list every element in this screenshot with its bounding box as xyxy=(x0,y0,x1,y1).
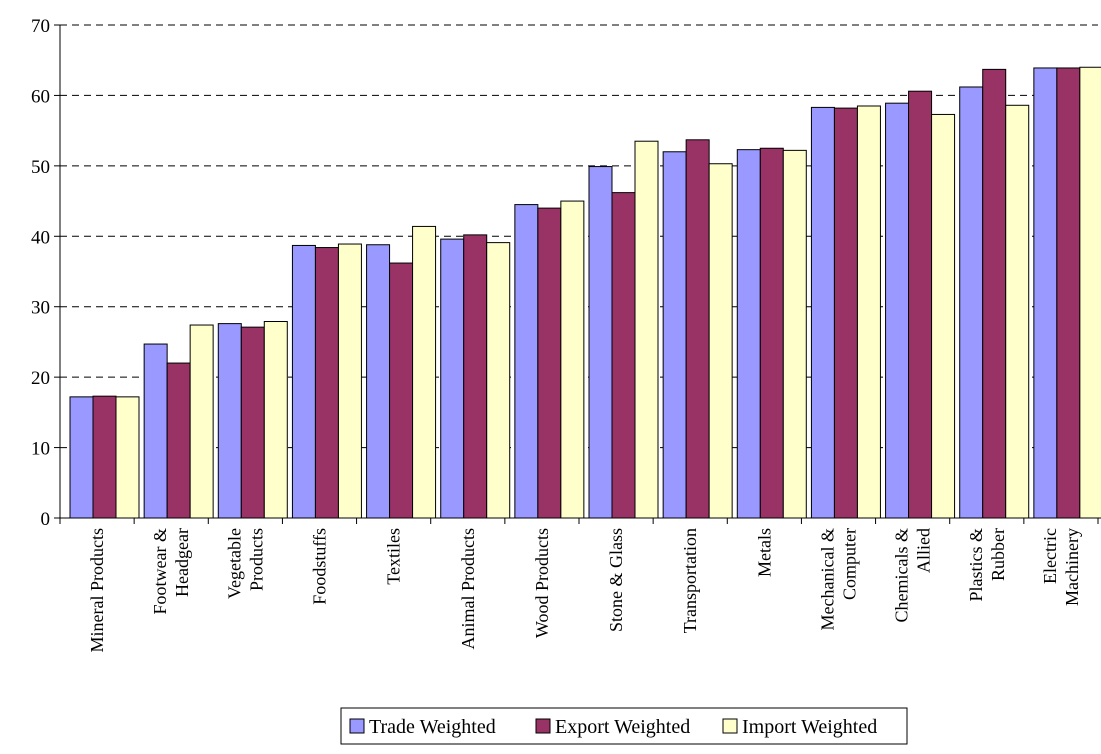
y-tick-label: 50 xyxy=(31,157,50,178)
x-category-label: Stone & Glass xyxy=(606,528,626,632)
x-category-label: Textiles xyxy=(384,528,404,585)
x-category-label-line: Allied xyxy=(914,528,934,573)
bar xyxy=(440,238,465,519)
bar xyxy=(685,139,710,519)
y-tick-label: 20 xyxy=(31,368,50,389)
bar xyxy=(537,207,562,519)
legend-box xyxy=(340,707,908,745)
y-tick-label: 30 xyxy=(31,298,50,319)
bar xyxy=(189,324,214,519)
x-category-label-line: Textiles xyxy=(384,528,404,585)
y-tick-label: 60 xyxy=(31,86,50,107)
x-category-label: Wood Products xyxy=(532,528,552,638)
bar xyxy=(634,140,659,519)
x-category-label: Animal Products xyxy=(458,528,478,650)
bar xyxy=(314,247,339,519)
legend-label: Export Weighted xyxy=(555,716,690,738)
legend-swatch xyxy=(535,718,551,734)
bar xyxy=(611,192,636,519)
bar xyxy=(1056,67,1081,519)
bar xyxy=(1079,66,1101,519)
legend-swatch xyxy=(349,718,365,734)
bar xyxy=(69,396,94,519)
x-category-label-line: Vegetable xyxy=(224,528,244,599)
bar xyxy=(1033,67,1058,519)
x-category-label-line: Mineral Products xyxy=(87,528,107,652)
bar xyxy=(908,90,933,519)
bar xyxy=(810,106,835,519)
x-category-label: Vegetable Products xyxy=(224,528,266,599)
bar xyxy=(486,242,511,519)
bar xyxy=(263,321,288,519)
bar xyxy=(463,234,488,519)
bar xyxy=(389,262,414,519)
bar xyxy=(291,244,316,519)
x-category-label-line: Electric xyxy=(1040,528,1060,584)
bar xyxy=(959,86,984,519)
y-tick-labels: 0 10 20 30 40 50 60 70 xyxy=(31,16,50,530)
bar xyxy=(856,105,881,519)
bar xyxy=(833,107,858,519)
x-category-label: Chemicals & Allied xyxy=(892,528,934,622)
bar xyxy=(337,243,362,519)
x-category-label-line: Chemicals & xyxy=(892,528,912,622)
x-category-label-line: Animal Products xyxy=(458,528,478,650)
bar xyxy=(662,151,687,519)
x-category-label-line: Footwear & xyxy=(150,528,170,614)
axes xyxy=(54,24,1099,524)
y-tick-label: 40 xyxy=(31,227,50,248)
x-category-label-line: Wood Products xyxy=(532,528,552,638)
bar xyxy=(240,326,265,519)
y-tick-label: 70 xyxy=(31,16,50,37)
legend-swatch xyxy=(722,718,738,734)
y-tick-label: 0 xyxy=(41,509,51,530)
bar xyxy=(759,147,784,519)
x-category-labels: Mineral Products Footwear & Headgear Vegeta… xyxy=(87,528,1082,652)
x-category-label: Metals xyxy=(754,528,774,577)
bar xyxy=(782,149,807,519)
legend-label: Trade Weighted xyxy=(369,716,496,738)
x-category-label-line: Metals xyxy=(754,528,774,577)
bars xyxy=(69,66,1101,519)
legend-label: Import Weighted xyxy=(742,716,877,738)
legend: Trade Weighted Export Weighted Import Weig… xyxy=(340,707,908,745)
bar xyxy=(1005,104,1030,519)
bar xyxy=(166,362,191,519)
x-category-label: Foodstuffs xyxy=(310,528,330,605)
x-category-label-line: Foodstuffs xyxy=(310,528,330,605)
bar xyxy=(366,244,391,519)
bar xyxy=(708,163,733,519)
bar xyxy=(931,113,956,519)
bar xyxy=(982,68,1007,519)
x-category-label-line: Transportation xyxy=(680,528,700,633)
x-category-label: Plastics & Rubber xyxy=(966,528,1008,602)
bar xyxy=(885,102,910,519)
x-category-label-line: Computer xyxy=(840,528,860,600)
x-category-label: Transportation xyxy=(680,528,700,633)
x-category-label-line: Mechanical & xyxy=(818,528,838,630)
x-category-label: Mechanical & Computer xyxy=(818,528,860,630)
x-category-label: Footwear & Headgear xyxy=(150,528,192,614)
bar xyxy=(588,166,613,519)
x-category-label-line: Plastics & xyxy=(966,528,986,602)
x-category-label-line: Machinery xyxy=(1062,528,1082,606)
x-category-label: Mineral Products xyxy=(87,528,107,652)
x-category-label: Electric Machinery xyxy=(1040,528,1082,606)
bar xyxy=(736,149,761,519)
x-category-label-line: Stone & Glass xyxy=(606,528,626,632)
bar xyxy=(143,343,168,519)
bar xyxy=(560,200,585,519)
x-category-label-line: Headgear xyxy=(172,528,192,597)
bar xyxy=(514,204,539,519)
bar xyxy=(92,395,117,519)
x-category-label-line: Rubber xyxy=(988,528,1008,581)
bar xyxy=(115,396,140,519)
bar xyxy=(217,323,242,519)
y-tick-label: 10 xyxy=(31,439,50,460)
bar xyxy=(412,225,437,519)
x-category-label-line: Products xyxy=(246,528,266,591)
